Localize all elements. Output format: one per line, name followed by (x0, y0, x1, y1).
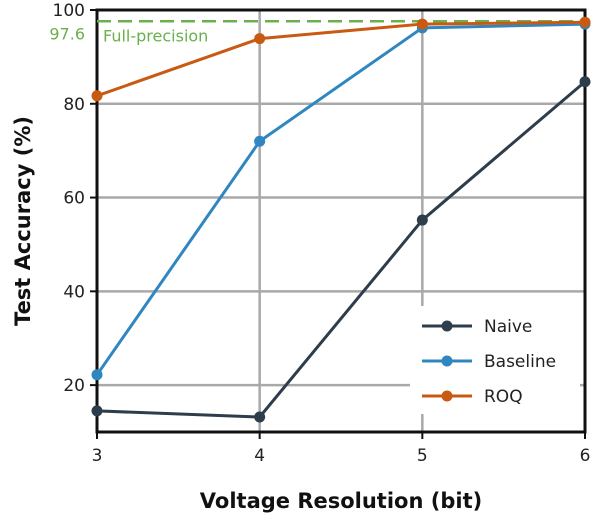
legend-label-roq: ROQ (484, 387, 523, 407)
y-axis-ticks: 20 40 60 80 100 (53, 1, 97, 396)
point-roq-3 (579, 16, 591, 28)
series-line-roq (96, 20, 586, 98)
x-axis-label: Voltage Resolution (bit) (200, 489, 482, 513)
y-tick-label-4: 100 (53, 1, 85, 21)
legend-marker-naive (441, 320, 453, 332)
series-layer (91, 16, 591, 423)
point-naive-0 (91, 405, 103, 417)
reference-value-label: 97.6 (49, 24, 85, 43)
point-roq-1 (254, 33, 266, 45)
point-baseline-1 (254, 135, 266, 147)
point-roq-0 (91, 90, 103, 102)
series-line-naive (96, 80, 586, 419)
legend-marker-baseline (441, 355, 453, 367)
plot-area-frame (95, 8, 587, 434)
y-axis-label: Test Accuracy (%) (11, 116, 35, 326)
point-naive-3 (579, 76, 591, 88)
x-axis-ticks: 3 4 5 6 (92, 432, 591, 466)
legend-label-naive: Naive (484, 317, 532, 337)
legend: Naive Baseline ROQ (410, 306, 580, 414)
x-tick-label-2: 5 (417, 446, 428, 466)
y-tick-label-2: 60 (63, 189, 85, 209)
point-naive-1 (254, 411, 266, 423)
x-tick-label-3: 6 (580, 446, 591, 466)
series-line-baseline (95, 22, 586, 376)
y-tick-label-1: 40 (63, 282, 85, 302)
x-tick-label-1: 4 (254, 446, 265, 466)
reference-line-label: Full-precision (103, 26, 208, 45)
legend-label-baseline: Baseline (484, 352, 556, 372)
point-roq-2 (416, 18, 428, 30)
point-baseline-0 (91, 369, 103, 381)
legend-marker-roq (441, 390, 453, 402)
x-tick-label-0: 3 (92, 446, 103, 466)
point-naive-2 (416, 214, 428, 226)
y-tick-label-0: 20 (63, 376, 85, 396)
y-tick-label-3: 80 (63, 95, 85, 115)
